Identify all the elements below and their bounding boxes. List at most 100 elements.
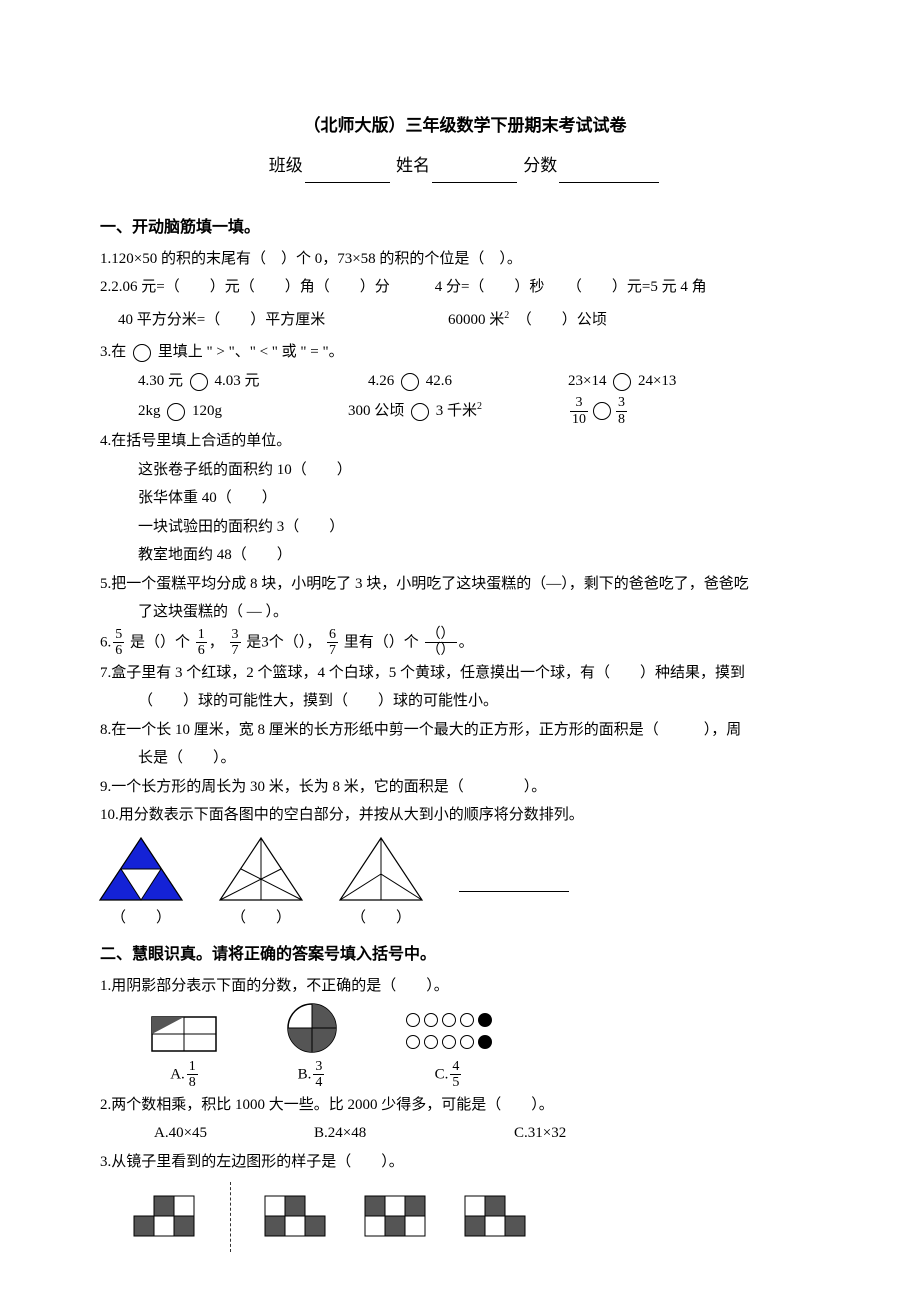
q6d: 里有（）个 (344, 634, 419, 650)
frac-38: 38 (616, 395, 627, 427)
mirror-opt3-icon (461, 1192, 531, 1242)
n37: 3 (230, 627, 241, 643)
q4d: 教室地面约 48（ ） (138, 541, 830, 570)
d37: 7 (230, 643, 241, 658)
q5: 5.把一个蛋糕平均分成 8 块，小明吃了 3 块，小明吃了这块蛋糕的（—），剩下… (100, 570, 830, 599)
lblB: B. (298, 1066, 312, 1082)
n310: 3 (570, 395, 588, 411)
q3r2c: 300 公顷 (348, 403, 404, 419)
s2q3-figures (130, 1182, 830, 1252)
frac-37: 37 (230, 627, 241, 659)
s2q2b: B.24×48 (314, 1119, 514, 1148)
s2q2a: A.40×45 (154, 1119, 314, 1148)
q3r1d: 42.6 (426, 373, 452, 389)
q2c2: （ ）公顷 (524, 312, 607, 328)
frac-16: 16 (196, 627, 207, 659)
q3-pre: 3.在 (100, 344, 126, 360)
mirror-opt1-icon (261, 1192, 331, 1242)
d310: 10 (570, 412, 588, 427)
q3r1c: 4.26 (368, 373, 394, 389)
q1: 1.120×50 的积的末尾有（ ）个 0，73×58 的积的个位是（ ）。 (100, 245, 830, 274)
class-label: 班级 (269, 156, 303, 175)
q2b: 40 平方分米=（ ）平方厘米 (118, 306, 448, 335)
lblA: A. (170, 1066, 185, 1082)
q10: 10.用分数表示下面各图中的空白部分，并按从大到小的顺序将分数排列。 (100, 801, 830, 830)
q8: 8.在一个长 10 厘米，宽 8 厘米的长方形纸中剪一个最大的正方形，正方形的面… (100, 716, 830, 745)
page-title: （北师大版）三年级数学下册期末考试试卷 (100, 110, 830, 142)
name-label: 姓名 (396, 156, 430, 175)
q3r1f: 24×13 (638, 373, 676, 389)
triangle-3parts-icon (336, 834, 426, 904)
n45: 4 (450, 1059, 461, 1075)
q6e: 。 (459, 634, 474, 650)
q10-paren3: （ ） (336, 904, 426, 933)
q3-row2: 2kg 120g 300 公顷 3 千米2 31038 (138, 395, 830, 427)
sup-2a: 2 (504, 310, 509, 321)
q10-paren2: （ ） (216, 904, 306, 933)
q3r1e: 23×14 (568, 373, 606, 389)
n56: 5 (113, 627, 124, 643)
q3r2b: 120g (192, 403, 222, 419)
frac-45: 45 (450, 1059, 461, 1091)
n18: 1 (187, 1059, 198, 1075)
q4b: 张华体重 40（ ） (138, 484, 830, 513)
frac-18: 18 (187, 1059, 198, 1091)
n34: 3 (313, 1059, 324, 1075)
q9: 9.一个长方形的周长为 30 米，长为 8 米，它的面积是（ ）。 (100, 773, 830, 802)
choice-a-rect-icon (150, 1015, 220, 1055)
score-blank (559, 163, 659, 183)
q4a: 这张卷子纸的面积约 10（ ） (138, 456, 830, 485)
d18: 8 (187, 1075, 198, 1090)
choice-b-label: B.34 (298, 1059, 327, 1091)
q3: 3.在 里填上 " > "、" < " 或 " = "。 (100, 338, 830, 367)
circ6 (593, 402, 611, 420)
triangle-6parts-icon (216, 834, 306, 904)
s2q1: 1.用阴影部分表示下面的分数，不正确的是（ ）。 (100, 972, 830, 1001)
n16: 1 (196, 627, 207, 643)
d56: 6 (113, 643, 124, 658)
q3-post: 里填上 " > "、" < " 或 " = "。 (158, 344, 344, 360)
mirror-line-icon (230, 1182, 231, 1252)
q3r2a: 2kg (138, 403, 161, 419)
section2-head: 二、慧眼识真。请将正确的答案号填入括号中。 (100, 940, 830, 970)
n67: 6 (327, 627, 338, 643)
circ3 (613, 373, 631, 391)
q2c: 60000 米2 （ ）公顷 (448, 306, 607, 335)
q2: 2.2.06 元=（ ）元（ ）角（ ）分 4 分=（ ）秒 （ ）元=5 元 … (100, 273, 830, 302)
circ1 (190, 373, 208, 391)
npn: （） (425, 627, 457, 643)
info-line: 班级 姓名 分数 (100, 150, 830, 182)
q8b: 长是（ ）。 (138, 744, 830, 773)
d45: 5 (450, 1075, 461, 1090)
circ2 (401, 373, 419, 391)
q3-row1: 4.30 元 4.03 元 4.26 42.6 23×14 24×13 (138, 367, 830, 396)
q2c-txt: 60000 米 (448, 312, 504, 328)
class-blank (305, 163, 390, 183)
circ5 (411, 403, 429, 421)
q4: 4.在括号里填上合适的单位。 (100, 427, 830, 456)
d38: 8 (616, 412, 627, 427)
frac-67: 67 (327, 627, 338, 659)
frac-56: 56 (113, 627, 124, 659)
n38: 3 (616, 395, 627, 411)
choice-a-label: A.18 (170, 1059, 200, 1091)
section1-head: 一、开动脑筋填一填。 (100, 213, 830, 243)
q3r1a: 4.30 元 (138, 373, 183, 389)
frac-paren: （）（） (425, 627, 457, 659)
score-label: 分数 (523, 156, 557, 175)
q6c: 是3个（）， (246, 634, 321, 650)
circle-icon (133, 344, 151, 362)
q6a: 是（）个 (130, 634, 190, 650)
s2q2: 2.两个数相乘，积比 1000 大一些。比 2000 少得多，可能是（ ）。 (100, 1091, 830, 1120)
q5b: 了这块蛋糕的（ — ）。 (138, 598, 830, 627)
d67: 7 (327, 643, 338, 658)
mirror-opt2-icon (361, 1192, 431, 1242)
q7: 7.盒子里有 3 个红球，2 个篮球，4 个白球，5 个黄球，任意摸出一个球，有… (100, 659, 830, 688)
q10-paren1: （ ） (96, 904, 186, 933)
choice-c-label: C.45 (435, 1059, 464, 1091)
d16: 6 (196, 643, 207, 658)
d34: 4 (313, 1075, 324, 1090)
q10-figures: （ ） （ ） （ ） (96, 834, 830, 933)
q3r2d: 3 千米 (436, 403, 477, 419)
frac-310: 310 (570, 395, 588, 427)
